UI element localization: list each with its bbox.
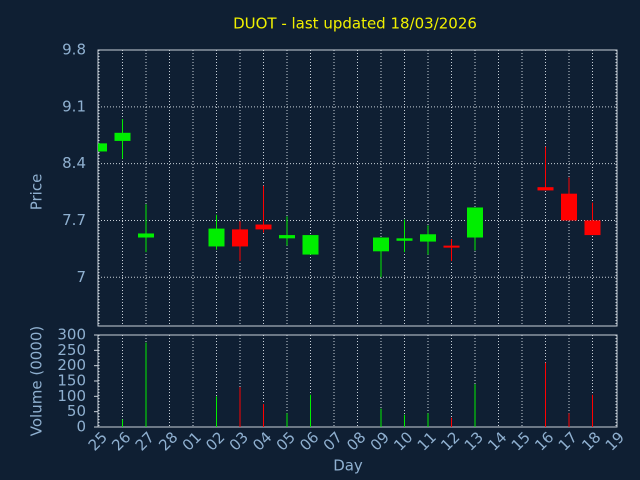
candle-body	[208, 228, 225, 247]
candle-body	[537, 187, 554, 191]
candle-body	[138, 233, 154, 238]
volume-tick-label: 250	[57, 341, 86, 359]
candle-body	[302, 235, 319, 255]
x-axis-label: Day	[333, 457, 363, 475]
candle-body	[420, 234, 436, 242]
volume-tick-label: 150	[57, 372, 86, 390]
y-tick-label: 7.7	[62, 211, 86, 229]
candle-body	[373, 237, 389, 252]
volume-axis-label: Volume (0000)	[28, 326, 46, 436]
y-tick-label: 9.8	[62, 41, 86, 59]
y-tick-label: 7	[76, 268, 86, 286]
candle-body	[232, 229, 248, 247]
volume-tick-label: 200	[57, 356, 86, 374]
candle-body	[443, 245, 460, 248]
y-tick-label: 8.4	[62, 154, 86, 172]
candle-body	[396, 238, 413, 241]
volume-tick-label: 300	[57, 326, 86, 344]
chart-title: DUOT - last updated 18/03/2026	[233, 15, 477, 33]
candle-body	[584, 220, 601, 236]
candle-body	[279, 235, 295, 239]
y-tick-label: 9.1	[62, 97, 86, 115]
candle-body	[98, 143, 107, 152]
candle-body	[467, 207, 483, 238]
volume-tick-label: 100	[57, 387, 86, 405]
volume-tick-label: 50	[67, 402, 86, 420]
candle-body	[561, 193, 577, 221]
candle-body	[255, 224, 272, 230]
volume-tick-label: 0	[76, 418, 86, 436]
y-axis-label: Price	[28, 174, 46, 211]
candle-body	[114, 132, 131, 141]
